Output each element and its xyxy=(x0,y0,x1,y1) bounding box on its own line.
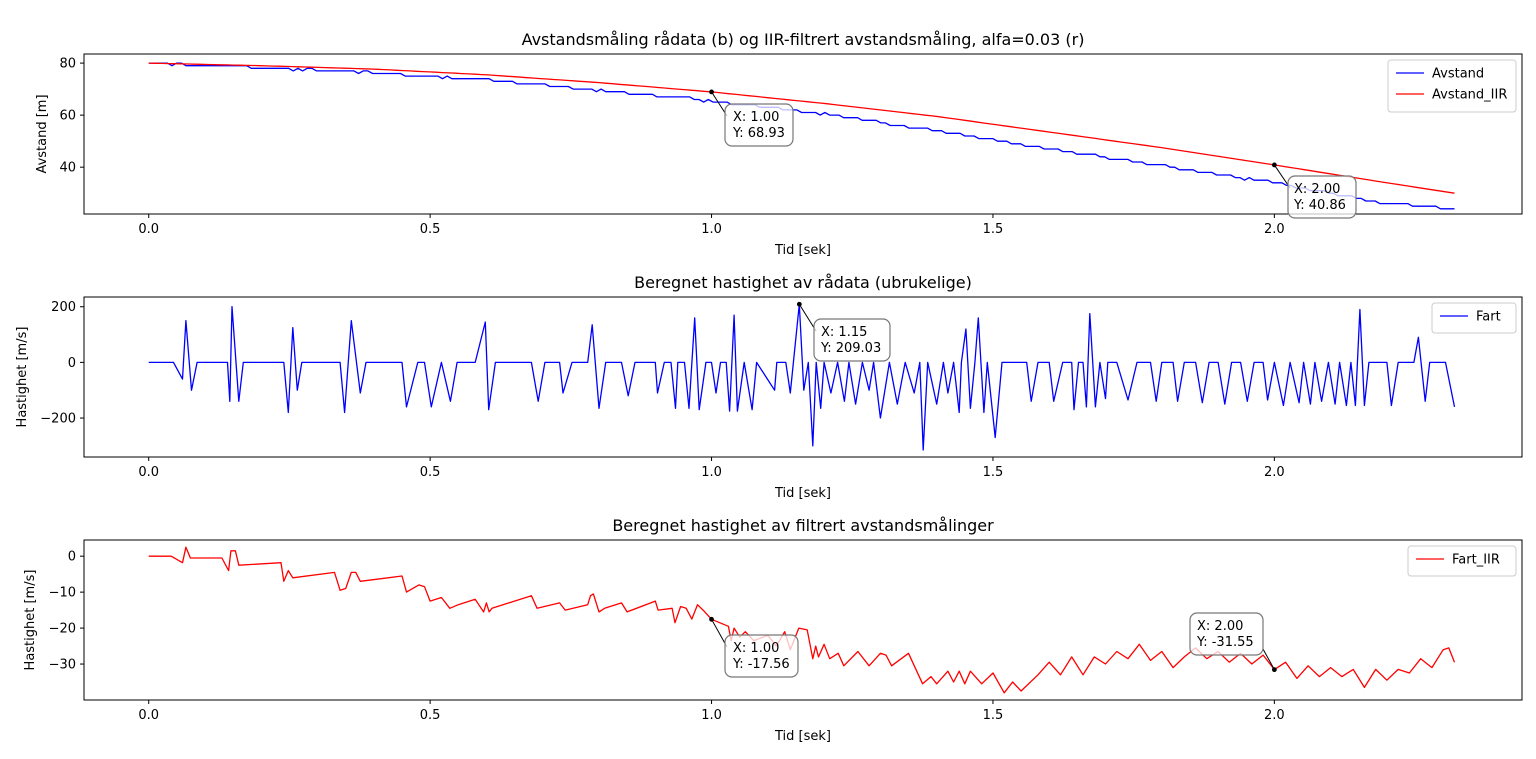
chart-title: Beregnet hastighet av rådata (ubrukelige… xyxy=(634,273,972,292)
chart-title: Avstandsmåling rådata (b) og IIR-filtrer… xyxy=(522,30,1085,49)
x-tick-label: 0.0 xyxy=(138,708,159,723)
x-tick-label: 0.0 xyxy=(138,222,159,237)
datatip-marker xyxy=(796,301,802,307)
y-tick-label: 40 xyxy=(59,161,76,176)
axes-frame xyxy=(83,296,1523,458)
legend-label: Fart xyxy=(1476,310,1501,325)
y-tick-label: −30 xyxy=(49,658,76,673)
datatip[interactable]: X: 1.00Y: -17.56 xyxy=(709,616,799,678)
x-tick-label: 2.0 xyxy=(1264,708,1285,723)
datatip-box xyxy=(724,634,799,678)
y-tick-label: −10 xyxy=(49,586,76,601)
axes-frame xyxy=(83,53,1523,215)
y-tick-label: 200 xyxy=(51,300,76,315)
legend: Fart_IIR xyxy=(1407,545,1517,577)
x-axis-label: Tid [sek] xyxy=(774,243,831,258)
datatip-box xyxy=(813,318,891,362)
datatip-x-text: X: 1.00 xyxy=(733,641,779,656)
x-tick-label: 1.0 xyxy=(701,465,722,480)
y-tick-label: 0 xyxy=(68,356,76,371)
y-axis-label: Hastighet [m/s] xyxy=(23,570,38,671)
legend-box xyxy=(1407,545,1517,577)
y-tick-label: −200 xyxy=(40,412,76,427)
datatip-marker xyxy=(709,616,714,622)
x-tick-label: 1.5 xyxy=(983,708,1004,723)
x-tick-label: 1.0 xyxy=(701,708,722,723)
x-tick-label: 1.5 xyxy=(983,465,1004,480)
y-tick-label: −20 xyxy=(49,622,76,637)
datatip-marker xyxy=(709,89,714,95)
datatip-marker xyxy=(1271,162,1277,168)
datatip[interactable]: X: 2.00Y: 40.86 xyxy=(1271,162,1357,219)
legend-label: Fart_IIR xyxy=(1452,553,1500,568)
datatip-x-text: X: 1.00 xyxy=(733,110,779,125)
chart-panel-1: Avstandsmåling rådata (b) og IIR-filtrer… xyxy=(35,30,1523,258)
datatip-x-text: X: 2.00 xyxy=(1197,619,1243,634)
y-axis-label: Hastighet [m/s] xyxy=(15,327,30,428)
datatip[interactable]: X: 1.00Y: 68.93 xyxy=(709,89,794,147)
x-tick-label: 2.0 xyxy=(1264,222,1285,237)
datatip-y-text: Y: 68.93 xyxy=(732,126,785,141)
legend: Fart xyxy=(1431,302,1517,334)
datatip-connector xyxy=(1262,648,1275,670)
series-line-avstand-iir xyxy=(148,62,1455,194)
legend-box xyxy=(1431,302,1517,334)
y-tick-label: 60 xyxy=(59,109,76,124)
datatip-box xyxy=(724,103,794,147)
y-tick-label: 0 xyxy=(68,550,76,565)
datatip-y-text: Y: 209.03 xyxy=(820,341,881,356)
axes-frame xyxy=(83,539,1523,701)
legend-label: Avstand_IIR xyxy=(1432,88,1507,103)
datatip-marker xyxy=(1271,667,1277,673)
x-tick-label: 2.0 xyxy=(1264,465,1285,480)
plot-area xyxy=(148,303,1456,451)
legend-label: Avstand xyxy=(1432,67,1484,82)
datatip[interactable]: X: 1.15Y: 209.03 xyxy=(796,301,891,362)
x-axis-label: Tid [sek] xyxy=(774,729,831,744)
series-line-fart xyxy=(148,303,1456,451)
series-line-avstand xyxy=(148,62,1455,210)
datatip-y-text: Y: -17.56 xyxy=(732,657,790,672)
datatip-connector xyxy=(798,303,817,332)
datatip-x-text: X: 2.00 xyxy=(1294,182,1340,197)
x-tick-label: 1.5 xyxy=(983,222,1004,237)
datatip[interactable]: X: 2.00Y: -31.55 xyxy=(1189,612,1277,673)
legend: Avstand Avstand_IIR xyxy=(1387,59,1517,113)
x-tick-label: 0.5 xyxy=(420,708,441,723)
datatip-x-text: X: 1.15 xyxy=(821,325,867,340)
datatip-y-text: Y: 40.86 xyxy=(1293,198,1346,213)
datatip-box xyxy=(1287,175,1357,219)
x-tick-label: 0.0 xyxy=(138,465,159,480)
chart-panel-2: Beregnet hastighet av rådata (ubrukelige… xyxy=(15,273,1523,501)
plot-area xyxy=(148,62,1455,210)
chart-title: Beregnet hastighet av filtrert avstandsm… xyxy=(612,516,994,535)
datatip-box xyxy=(1189,612,1264,656)
x-tick-label: 0.5 xyxy=(420,465,441,480)
x-tick-label: 1.0 xyxy=(701,222,722,237)
y-axis-label: Avstand [m] xyxy=(35,94,50,173)
datatip-y-text: Y: -31.55 xyxy=(1196,635,1254,650)
y-tick-label: 80 xyxy=(59,57,76,72)
chart-panel-3: Beregnet hastighet av filtrert avstandsm… xyxy=(23,516,1523,744)
x-tick-label: 0.5 xyxy=(420,222,441,237)
datatip-connector xyxy=(1273,164,1291,189)
x-axis-label: Tid [sek] xyxy=(774,486,831,501)
